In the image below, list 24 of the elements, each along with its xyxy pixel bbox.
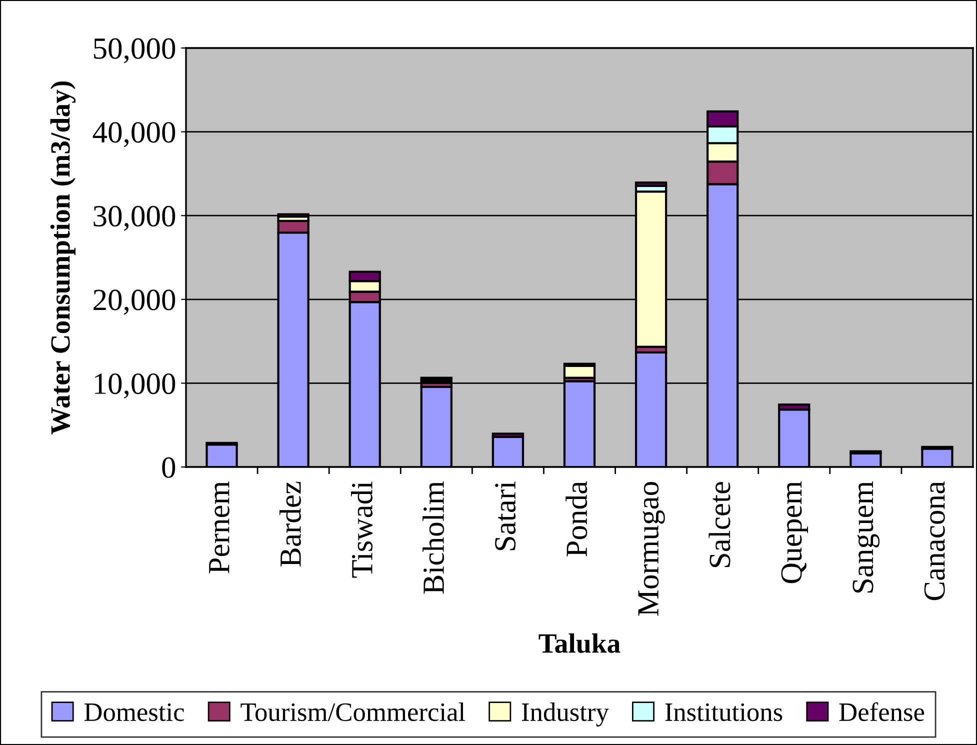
y-tick-label: 30,000: [94, 206, 176, 231]
x-tick-label: Sanguem: [852, 481, 880, 593]
x-tick-label: Tiswadi: [351, 481, 373, 578]
x-tick-label: Quepem: [781, 481, 808, 584]
y-tick-label: 0: [162, 457, 176, 478]
x-tick-label: Bicholim: [422, 481, 444, 594]
legend-label: Industry: [522, 702, 609, 727]
x-tick-label: Salcete: [708, 482, 730, 568]
legend-label: Defense: [839, 702, 924, 722]
x-tick-label: Satari: [495, 481, 516, 550]
y-tick-label: 40,000: [92, 122, 176, 148]
y-tick-label: 10,000: [94, 373, 176, 398]
legend-label: Domestic: [84, 703, 184, 722]
legend-label: Tourism/Commercial: [240, 702, 466, 722]
y-tick-label: 50,000: [94, 38, 176, 64]
y-tick-label: 20,000: [94, 290, 176, 315]
x-tick-label: Bardez: [279, 482, 301, 567]
y-axis-title: Water Consumption (m3/day): [50, 81, 76, 434]
x-tick-label: Pernem: [209, 481, 230, 574]
x-tick-label: Canacona: [924, 481, 945, 600]
x-tick-label: Mormugao: [638, 482, 665, 616]
x-axis-title: Taluka: [538, 633, 620, 653]
x-tick-label: Ponda: [566, 481, 588, 556]
legend-label: Institutions: [665, 703, 782, 722]
